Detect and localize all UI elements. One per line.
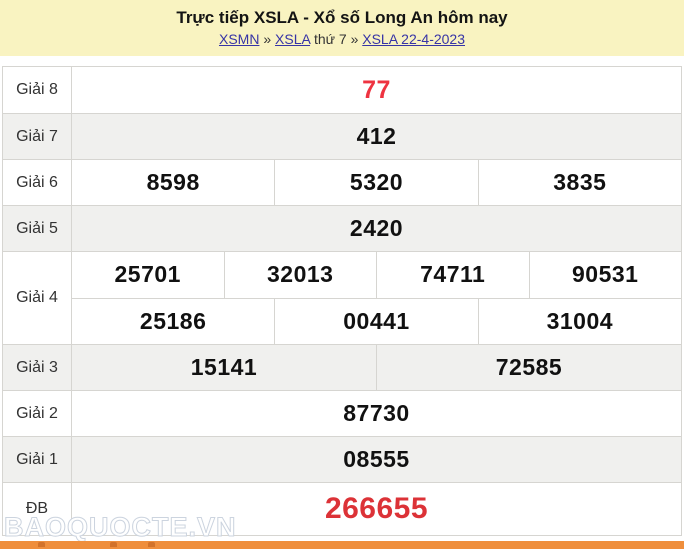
prize-row-giai5: Giải 5 2420: [3, 205, 681, 251]
prize-row-giai4: Giải 4 25701 32013 74711 90531 25186 004…: [3, 251, 681, 344]
page-header: Trực tiếp XSLA - Xổ số Long An hôm nay X…: [0, 0, 684, 56]
prize-number: 25186: [71, 298, 274, 344]
prize-number: 00441: [274, 298, 477, 344]
breadcrumb-link-xsmn[interactable]: XSMN: [218, 31, 260, 47]
prize-label: Giải 8: [16, 81, 58, 98]
breadcrumb-link-xsla[interactable]: XSLA: [275, 31, 311, 47]
prize-label: Giải 7: [16, 127, 58, 145]
footer-decoration: [110, 542, 117, 547]
results-table: Giải 8 77 Giải 7 412 Giải 6 8598 5320 38…: [2, 66, 682, 536]
prize-number: 412: [71, 114, 681, 159]
footer-bar: [0, 541, 684, 549]
prize-row-giai2: Giải 2 87730: [3, 390, 681, 436]
prize-number: 74711: [376, 252, 529, 298]
footer-decoration: [148, 542, 155, 547]
prize-number: 2420: [71, 206, 681, 251]
prize-row-giai7: Giải 7 412: [3, 113, 681, 159]
prize-number: 25701: [71, 252, 224, 298]
prize-label: Giải 3: [16, 358, 58, 376]
prize-number: 3835: [477, 160, 681, 205]
prize-number: 15141: [71, 345, 376, 390]
prize-label: Giải 1: [16, 450, 58, 468]
prize-number: 87730: [71, 391, 681, 436]
prize-row-giai8: Giải 8 77: [3, 67, 681, 113]
prize-label: ĐB: [25, 500, 49, 517]
prize-number: 8598: [71, 160, 274, 205]
breadcrumb-day-text: thứ 7: [313, 31, 347, 47]
prize-row-giai1: Giải 1 08555: [3, 436, 681, 482]
prize-label: Giải 5: [16, 219, 58, 237]
prize-label: Giải 2: [16, 404, 58, 422]
prize-number: 72585: [376, 345, 681, 390]
prize-number: 32013: [223, 252, 377, 298]
breadcrumb-link-date[interactable]: XSLA 22-4-2023: [362, 31, 465, 47]
prize-number: 31004: [477, 298, 681, 344]
prize-label: Giải 4: [16, 289, 58, 306]
prize-number: 08555: [71, 437, 681, 482]
page-title: Trực tiếp XSLA - Xổ số Long An hôm nay: [176, 8, 508, 27]
prize-number-special: 266655: [71, 483, 681, 535]
prize-row-giai6: Giải 6 8598 5320 3835: [3, 159, 681, 205]
breadcrumb-separator: »: [350, 31, 359, 47]
prize-number: 77: [71, 67, 681, 113]
footer-decoration: [38, 542, 45, 547]
prize-row-db: ĐB 266655: [3, 482, 681, 535]
prize-number: 5320: [274, 160, 477, 205]
prize-row-giai3: Giải 3 15141 72585: [3, 344, 681, 390]
breadcrumb-separator: »: [263, 31, 272, 47]
prize-number: 90531: [528, 252, 682, 298]
prize-label: Giải 6: [16, 173, 58, 191]
breadcrumb: XSMN » XSLA thứ 7 » XSLA 22-4-2023: [0, 29, 684, 49]
